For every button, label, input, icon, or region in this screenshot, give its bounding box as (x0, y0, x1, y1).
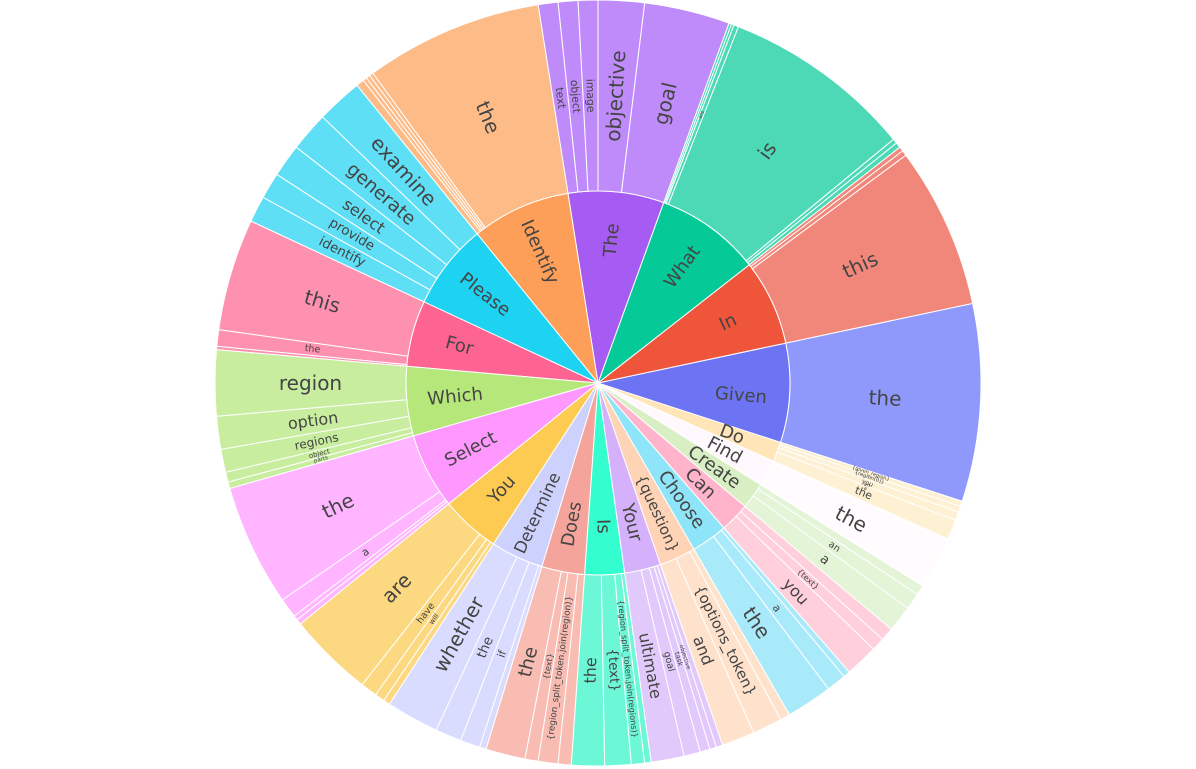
outer-segment-identify[interactable] (250, 196, 431, 303)
outer-segment-region-split-token-join-regions[interactable] (614, 573, 646, 766)
outer-segment-label: objective (601, 50, 631, 143)
outer-segment-a[interactable] (744, 495, 909, 630)
outer-segment-label: you (861, 477, 875, 489)
outer-segment-label: {text} (541, 652, 555, 680)
outer-segment-given-region[interactable] (779, 441, 963, 508)
outer-segment-the[interactable] (216, 329, 409, 366)
outer-segment-label: are (697, 110, 706, 120)
outer-segment-label: if (495, 648, 510, 659)
outer-segment-the[interactable] (229, 435, 441, 601)
outer-segment-this[interactable] (751, 154, 974, 344)
outer-segment-text[interactable] (735, 510, 884, 650)
outer-segment-label: goal (661, 650, 677, 672)
outer-segment-whether[interactable] (388, 543, 518, 731)
outer-segment-a[interactable] (281, 491, 447, 617)
outer-segment-and[interactable] (659, 557, 755, 746)
outer-segment-goal[interactable] (640, 567, 701, 757)
outer-segment-the[interactable] (435, 556, 530, 742)
outer-segment-the[interactable] (372, 4, 569, 229)
outer-segment-examine[interactable] (321, 84, 478, 251)
outer-segment-have[interactable] (361, 533, 488, 696)
outer-segment-label: object (568, 79, 584, 113)
outer-segment-are[interactable] (299, 503, 481, 686)
outer-segment-the[interactable] (760, 461, 948, 587)
outer-segment-an[interactable] (752, 488, 919, 609)
outer-segment-label: the (853, 484, 875, 503)
outer-segment-image[interactable] (577, 0, 599, 192)
outer-segment-label: parts (313, 455, 329, 465)
outer-segment-ultimate[interactable] (624, 569, 685, 763)
outer-segment-options-token[interactable] (675, 551, 782, 734)
outer-segment-objective[interactable] (597, 0, 646, 193)
outer-segment-label: a (863, 486, 868, 493)
outer-segment-label: text (553, 87, 569, 110)
outer-segment-text[interactable] (524, 570, 569, 762)
outer-segment-the[interactable] (693, 535, 830, 716)
outer-segment-provide[interactable] (262, 173, 438, 291)
outer-segment-region[interactable] (214, 349, 408, 417)
outer-segment-unlabeled[interactable] (557, 573, 586, 766)
outer-segment-the[interactable] (570, 573, 606, 767)
outer-segment-label: the (868, 385, 902, 411)
inner-ring (405, 190, 791, 576)
inner-segment-label: Is (592, 519, 613, 534)
outer-segment-unlabeled[interactable] (746, 142, 901, 266)
outer-segment-text[interactable] (537, 1, 579, 194)
outer-segment-if[interactable] (460, 561, 540, 748)
inner-segment-label: The (600, 222, 624, 258)
outer-segment-are[interactable] (665, 24, 740, 206)
outer-segment-goal[interactable] (620, 2, 730, 204)
outer-segment-this[interactable] (218, 220, 425, 357)
outer-segment-unlabeled[interactable] (750, 150, 907, 270)
outer-segment-label: region (279, 371, 342, 395)
outer-segment-a[interactable] (712, 529, 845, 690)
outer-segment-label: an (863, 481, 871, 489)
outer-segment-regions[interactable] (220, 415, 412, 474)
outer-segment-label: the (304, 343, 321, 356)
outer-ring (214, 0, 982, 767)
outer-segment-you[interactable] (723, 515, 875, 673)
outer-segment-object[interactable] (557, 0, 589, 193)
outer-segment-option[interactable] (215, 399, 410, 451)
outer-segment-label: image (584, 79, 598, 113)
outer-segment-label: {text} (604, 648, 621, 692)
outer-segment-text[interactable] (600, 573, 632, 767)
outer-segment-unlabeled[interactable] (739, 505, 893, 640)
outer-segment-label: task (673, 651, 685, 667)
inner-segment-label: Given (714, 383, 768, 408)
outer-segment-the[interactable] (485, 565, 562, 760)
outer-segment-select[interactable] (276, 146, 448, 280)
outer-segment-the[interactable] (772, 451, 957, 540)
outer-segment-label: the (581, 657, 601, 684)
outer-segment-generate[interactable] (295, 116, 461, 266)
outer-segment-region-split-token-join-region[interactable] (537, 572, 579, 765)
